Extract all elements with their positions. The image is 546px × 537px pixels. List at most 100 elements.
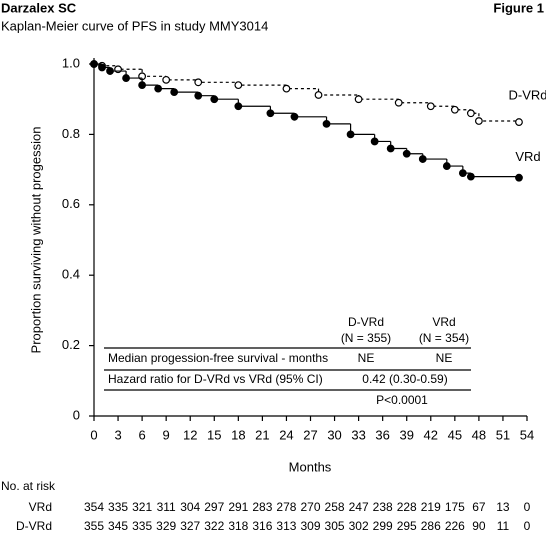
at-risk-count: 304: [180, 500, 200, 514]
at-risk-count: 355: [84, 519, 104, 533]
at-risk-count: 13: [496, 500, 510, 514]
at-risk-count: 219: [421, 500, 441, 514]
at-risk-count: 316: [252, 519, 272, 533]
at-risk-count: 90: [472, 519, 486, 533]
x-tick-label: 21: [255, 427, 269, 442]
x-tick-label: 9: [163, 427, 170, 442]
at-risk-count: 291: [228, 500, 248, 514]
at-risk-count: 335: [108, 500, 128, 514]
curve-step: [358, 94, 399, 100]
table-cell: P<0.0001: [376, 393, 428, 407]
curve-step: [349, 123, 375, 135]
table-col-head: (N = 355): [341, 331, 391, 345]
at-risk-count: 329: [156, 519, 176, 533]
at-risk-count: 247: [349, 500, 369, 514]
at-risk-count: 302: [349, 519, 369, 533]
at-risk-count: 0: [524, 500, 531, 514]
at-risk-count: 309: [300, 519, 320, 533]
x-tick-label: 30: [327, 427, 341, 442]
x-tick-label: 42: [424, 427, 438, 442]
x-tick-label: 24: [279, 427, 293, 442]
title: Darzalex SC: [1, 0, 77, 15]
table-col-head: D-VRd: [348, 315, 384, 329]
at-risk-count: 335: [132, 519, 152, 533]
curve-step: [293, 113, 327, 118]
curve-step: [165, 76, 199, 81]
x-tick-label: 0: [90, 427, 97, 442]
censor-marker: [426, 102, 435, 111]
x-tick-label: 15: [207, 427, 221, 442]
censor-marker: [515, 173, 523, 182]
censor-marker: [354, 95, 363, 104]
curve-step: [237, 99, 271, 107]
censor-marker: [458, 169, 467, 178]
at-risk-count: 228: [397, 500, 417, 514]
x-tick-label: 12: [183, 427, 197, 442]
censor-marker: [466, 109, 475, 118]
y-tick-label: 0.6: [62, 196, 80, 211]
censor-marker: [346, 130, 355, 139]
at-risk-title: No. at risk: [1, 479, 56, 493]
at-risk-count: 278: [276, 500, 296, 514]
table-col-head: (N = 354): [419, 331, 469, 345]
x-tick-label: 45: [448, 427, 462, 442]
censor-marker: [194, 78, 203, 87]
curve-step: [398, 99, 431, 104]
censor-marker: [322, 119, 331, 128]
at-risk-count: 283: [252, 500, 272, 514]
at-risk-count: 295: [397, 519, 417, 533]
figure-label: Figure 1: [493, 0, 544, 15]
at-risk-count: 322: [204, 519, 224, 533]
table-cell: Median progession-free survival - months: [108, 351, 328, 365]
censor-marker: [154, 84, 163, 93]
censor-marker: [210, 95, 219, 104]
y-tick-label: 0: [73, 407, 80, 422]
curve-label: VRd: [515, 149, 540, 164]
curve-step: [197, 79, 239, 83]
x-tick-label: 39: [399, 427, 413, 442]
y-tick-label: 0.2: [62, 337, 80, 352]
curve-step: [237, 82, 287, 86]
x-tick-label: 33: [351, 427, 365, 442]
censor-marker: [282, 84, 291, 93]
at-risk-count: 318: [228, 519, 248, 533]
at-risk-count: 313: [276, 519, 296, 533]
censor-marker: [90, 60, 98, 68]
censor-marker: [138, 81, 147, 90]
at-risk-count: 345: [108, 519, 128, 533]
subtitle: Kaplan-Meier curve of PFS in study MMY30…: [1, 18, 268, 33]
at-risk-count: 354: [84, 500, 104, 514]
censor-marker: [98, 63, 106, 72]
at-risk-count: 67: [472, 500, 486, 514]
at-risk-count: 321: [132, 500, 152, 514]
y-tick-label: 0.8: [62, 126, 80, 141]
at-risk-count: 258: [325, 500, 345, 514]
censor-marker: [394, 98, 403, 107]
at-risk-count: 270: [300, 500, 320, 514]
censor-marker: [194, 91, 203, 100]
x-tick-label: 48: [472, 427, 486, 442]
x-tick-label: 54: [520, 427, 534, 442]
curve-step: [478, 113, 519, 122]
censor-marker: [370, 137, 379, 146]
at-risk-count: 299: [373, 519, 393, 533]
censor-marker: [402, 149, 411, 158]
table-cell: Hazard ratio for D-VRd vs VRd (95% CI): [108, 372, 323, 386]
table-col-head: VRd: [432, 315, 455, 329]
x-tick-label: 6: [138, 427, 145, 442]
at-risk-count: 11: [497, 519, 510, 533]
curve-step: [285, 85, 319, 90]
table-cell: NE: [436, 351, 453, 365]
at-risk-count: 327: [180, 519, 200, 533]
censor-marker: [234, 102, 243, 111]
censor-marker: [290, 112, 299, 121]
censor-marker: [515, 118, 523, 126]
at-risk-row-label: VRd: [29, 500, 52, 514]
censor-marker: [162, 75, 171, 84]
curve-step: [470, 173, 519, 178]
at-risk-count: 297: [204, 500, 224, 514]
y-tick-label: 0.4: [62, 267, 80, 282]
censor-marker: [170, 88, 179, 97]
x-tick-label: 51: [496, 427, 510, 442]
